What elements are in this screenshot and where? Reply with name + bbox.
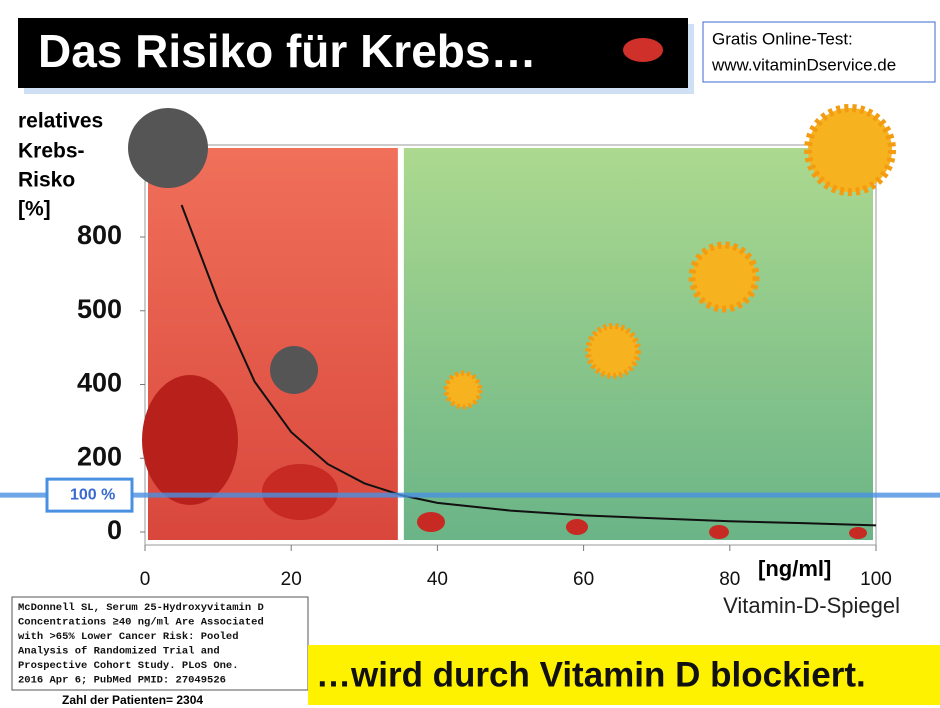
sun	[692, 245, 756, 309]
citation-line: Analysis of Randomized Trial and	[18, 645, 220, 657]
y-axis-label: relatives	[18, 110, 103, 133]
x-tick-label: 40	[427, 569, 448, 590]
citation-line: McDonnell SL, Serum 25-Hydroxyvitamin D	[18, 602, 264, 614]
y-axis-label: Krebs-	[18, 140, 85, 163]
sun	[446, 373, 480, 407]
x-axis-unit: [ng/ml]	[758, 556, 831, 581]
y-tick-label: 200	[77, 441, 122, 471]
infographic: Das Risiko für Krebs… Gratis Online-Test…	[0, 0, 940, 708]
x-tick-label: 100	[860, 569, 892, 590]
citation-line: Concentrations ≥40 ng/ml Are Associated	[18, 616, 264, 628]
y-axis-label: Risko	[18, 169, 75, 192]
crab-icon	[623, 38, 663, 62]
crab	[709, 525, 729, 539]
title: Das Risiko für Krebs…	[38, 25, 536, 77]
moon	[128, 108, 208, 188]
banner: …wird durch Vitamin D blockiert.	[316, 655, 866, 694]
x-axis-label: Vitamin-D-Spiegel	[723, 593, 900, 618]
x-tick-label: 80	[719, 569, 740, 590]
x-tick-label: 60	[573, 569, 594, 590]
crab	[262, 464, 338, 520]
moon	[270, 346, 318, 394]
crab	[849, 527, 867, 539]
crab	[142, 375, 238, 505]
patients-note: Zahl der Patienten= 2304	[62, 693, 203, 707]
crab	[566, 519, 588, 535]
promo-line: www.vitaminDservice.de	[711, 55, 896, 74]
promo-line: Gratis Online-Test:	[712, 29, 853, 48]
y-axis-label: [%]	[18, 198, 51, 221]
y-tick-label: 800	[77, 220, 122, 250]
citation-line: with >65% Lower Cancer Risk: Pooled	[18, 631, 239, 643]
citation-line: Prospective Cohort Study. PLoS One.	[18, 660, 239, 672]
citation-line: 2016 Apr 6; PubMed PMID: 27049526	[18, 674, 226, 686]
x-tick-label: 0	[140, 569, 151, 590]
x-tick-label: 20	[281, 569, 302, 590]
y-tick-label: 400	[77, 368, 122, 398]
sun	[808, 108, 892, 192]
y-tick-label: 500	[77, 294, 122, 324]
crab	[417, 512, 445, 532]
sun	[588, 326, 638, 376]
reference-label: 100 %	[70, 486, 115, 503]
zone	[404, 148, 873, 540]
y-tick-label: 0	[107, 515, 122, 545]
